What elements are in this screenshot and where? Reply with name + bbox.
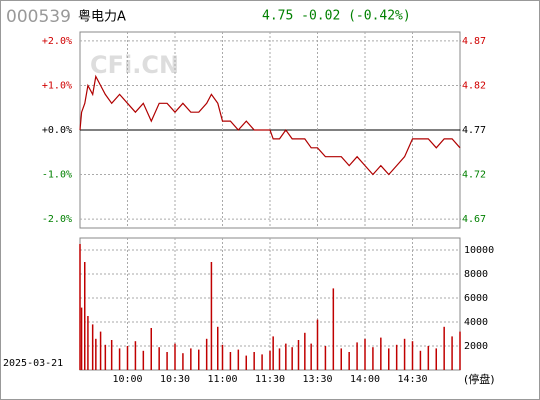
volume-bar — [278, 348, 281, 370]
volume-bar — [104, 344, 107, 370]
volume-bar — [419, 350, 422, 370]
x-tick-label: 11:00 — [207, 374, 237, 385]
volume-bar — [217, 326, 219, 370]
date: 2025-03-21 — [3, 358, 63, 369]
volume-bar — [304, 332, 306, 370]
volume-bar — [261, 354, 263, 370]
volume-tick-label: 8000 — [464, 269, 488, 280]
volume-bar — [99, 331, 102, 370]
volume-bar — [340, 348, 342, 370]
watermark: CFi.CN — [90, 51, 179, 79]
x-tick-label: 11:30 — [255, 374, 285, 385]
volume-bar — [310, 343, 312, 370]
volume-bar — [356, 342, 358, 370]
volume-bar — [372, 347, 374, 370]
quote: 4.75 -0.02 (-0.42%) — [262, 9, 411, 24]
x-tick-label: 14:00 — [350, 374, 380, 385]
volume-bar — [269, 350, 271, 370]
stock-code: 000539 — [6, 7, 71, 27]
volume-bar — [205, 338, 208, 370]
volume-bar — [297, 340, 300, 370]
volume-bar — [324, 346, 327, 370]
x-tick-label: 10:00 — [112, 374, 142, 385]
volume-bar — [118, 348, 121, 370]
volume-bar — [166, 352, 168, 370]
volume-bar — [435, 348, 437, 370]
volume-bar — [285, 343, 287, 370]
volume-bar — [174, 343, 176, 370]
price-line — [79, 74, 461, 176]
volume-bar — [395, 344, 398, 370]
x-tick-label: 10:30 — [160, 374, 190, 385]
volume-bar — [364, 338, 366, 370]
percent-tick-label: +0.0% — [42, 125, 72, 136]
volume-bar — [80, 307, 83, 370]
volume-bar — [245, 355, 247, 370]
volume-bar — [253, 352, 255, 370]
stock-name: 粤电力A — [78, 9, 126, 25]
x-tick-label: 14:30 — [397, 374, 427, 385]
percent-tick-label: +2.0% — [42, 36, 72, 47]
volume-tick-label: 6000 — [464, 293, 488, 304]
volume-bar — [332, 288, 335, 370]
volume-bar — [291, 347, 293, 370]
status: (停盘) — [464, 372, 495, 386]
volume-bar — [221, 344, 224, 370]
volume-bar — [198, 349, 200, 370]
volume-bar — [142, 350, 145, 370]
volume-bar — [91, 324, 94, 370]
volume-bar — [210, 262, 213, 370]
percent-tick-label: -1.0% — [42, 170, 72, 181]
volume-bar — [229, 352, 232, 370]
volume-bar — [403, 338, 406, 370]
volume-bar — [126, 346, 129, 370]
volume-bar — [79, 244, 81, 370]
price-tick-label: 4.82 — [462, 80, 486, 91]
x-tick-label: 13:30 — [302, 374, 332, 385]
percent-tick-label: -2.0% — [42, 214, 72, 225]
volume-tick-label: 2000 — [464, 341, 488, 352]
volume-bar — [427, 346, 430, 370]
volume-bar — [182, 353, 184, 370]
volume-bar — [411, 341, 414, 370]
volume-bar — [459, 331, 461, 370]
volume-bar — [84, 262, 86, 370]
price-tick-label: 4.67 — [462, 214, 486, 225]
volume-bar — [348, 352, 350, 370]
volume-bar — [158, 347, 160, 370]
volume-bar — [272, 336, 274, 370]
volume-bar — [380, 337, 382, 370]
volume-bar — [451, 336, 453, 370]
volume-bar — [190, 348, 192, 370]
volume-bar — [388, 348, 390, 370]
volume-bar — [443, 326, 445, 370]
percent-tick-label: +1.0% — [42, 80, 72, 91]
volume-bar — [134, 341, 137, 370]
price-tick-label: 4.72 — [462, 170, 486, 181]
price-tick-label: 4.87 — [462, 36, 486, 47]
price-tick-label: 4.77 — [462, 125, 486, 136]
volume-bar — [150, 328, 152, 370]
volume-bar — [87, 316, 89, 370]
volume-bar — [316, 319, 319, 370]
volume-bar — [110, 340, 113, 370]
volume-bar — [237, 349, 240, 370]
volume-tick-label: 10000 — [464, 245, 494, 256]
volume-bar — [95, 338, 97, 370]
volume-tick-label: 4000 — [464, 317, 488, 328]
